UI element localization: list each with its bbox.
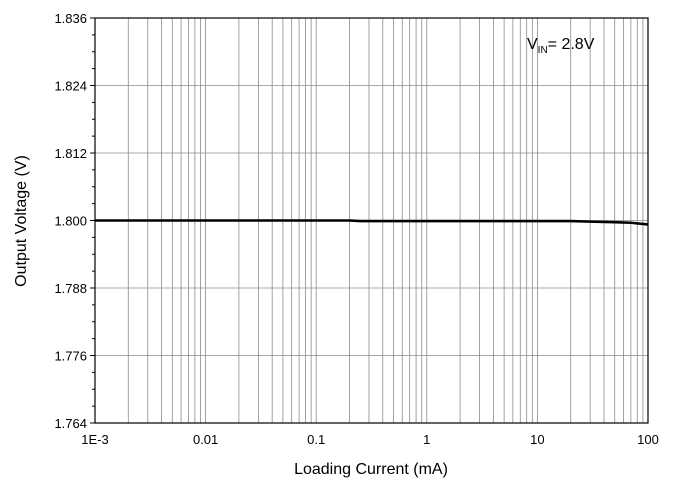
y-tick-labels: 1.764 1.776 1.788 1.800 1.812 1.824 1.836 <box>54 11 95 431</box>
x-tick-label: 1E-3 <box>81 432 108 447</box>
y-tick-label: 1.776 <box>54 349 87 364</box>
x-tick-label: 0.01 <box>193 432 218 447</box>
y-tick-label: 1.788 <box>54 281 87 296</box>
vin-annotation: VIN= 2.8V <box>527 36 595 56</box>
x-tick-label: 10 <box>530 432 544 447</box>
x-tick-labels: 1E-3 0.01 0.1 1 10 100 <box>81 432 659 447</box>
x-tick-label: 100 <box>637 432 659 447</box>
y-tick-label: 1.836 <box>54 11 87 26</box>
y-tick-label: 1.764 <box>54 416 87 431</box>
series-layer <box>95 219 649 226</box>
y-tick-label: 1.812 <box>54 146 87 161</box>
x-axis-title: Loading Current (mA) <box>294 461 448 478</box>
y-tick-label: 1.800 <box>54 214 87 229</box>
x-tick-label: 1 <box>423 432 430 447</box>
y-tick-label: 1.824 <box>54 79 87 94</box>
annotation-subscript: IN <box>538 45 548 56</box>
series-line <box>95 219 649 226</box>
annotation-suffix: = 2.8V <box>548 36 595 53</box>
annotation-main: V <box>527 36 538 53</box>
x-tick-label: 0.1 <box>307 432 325 447</box>
y-axis-title: Output Voltage (V) <box>13 155 30 287</box>
